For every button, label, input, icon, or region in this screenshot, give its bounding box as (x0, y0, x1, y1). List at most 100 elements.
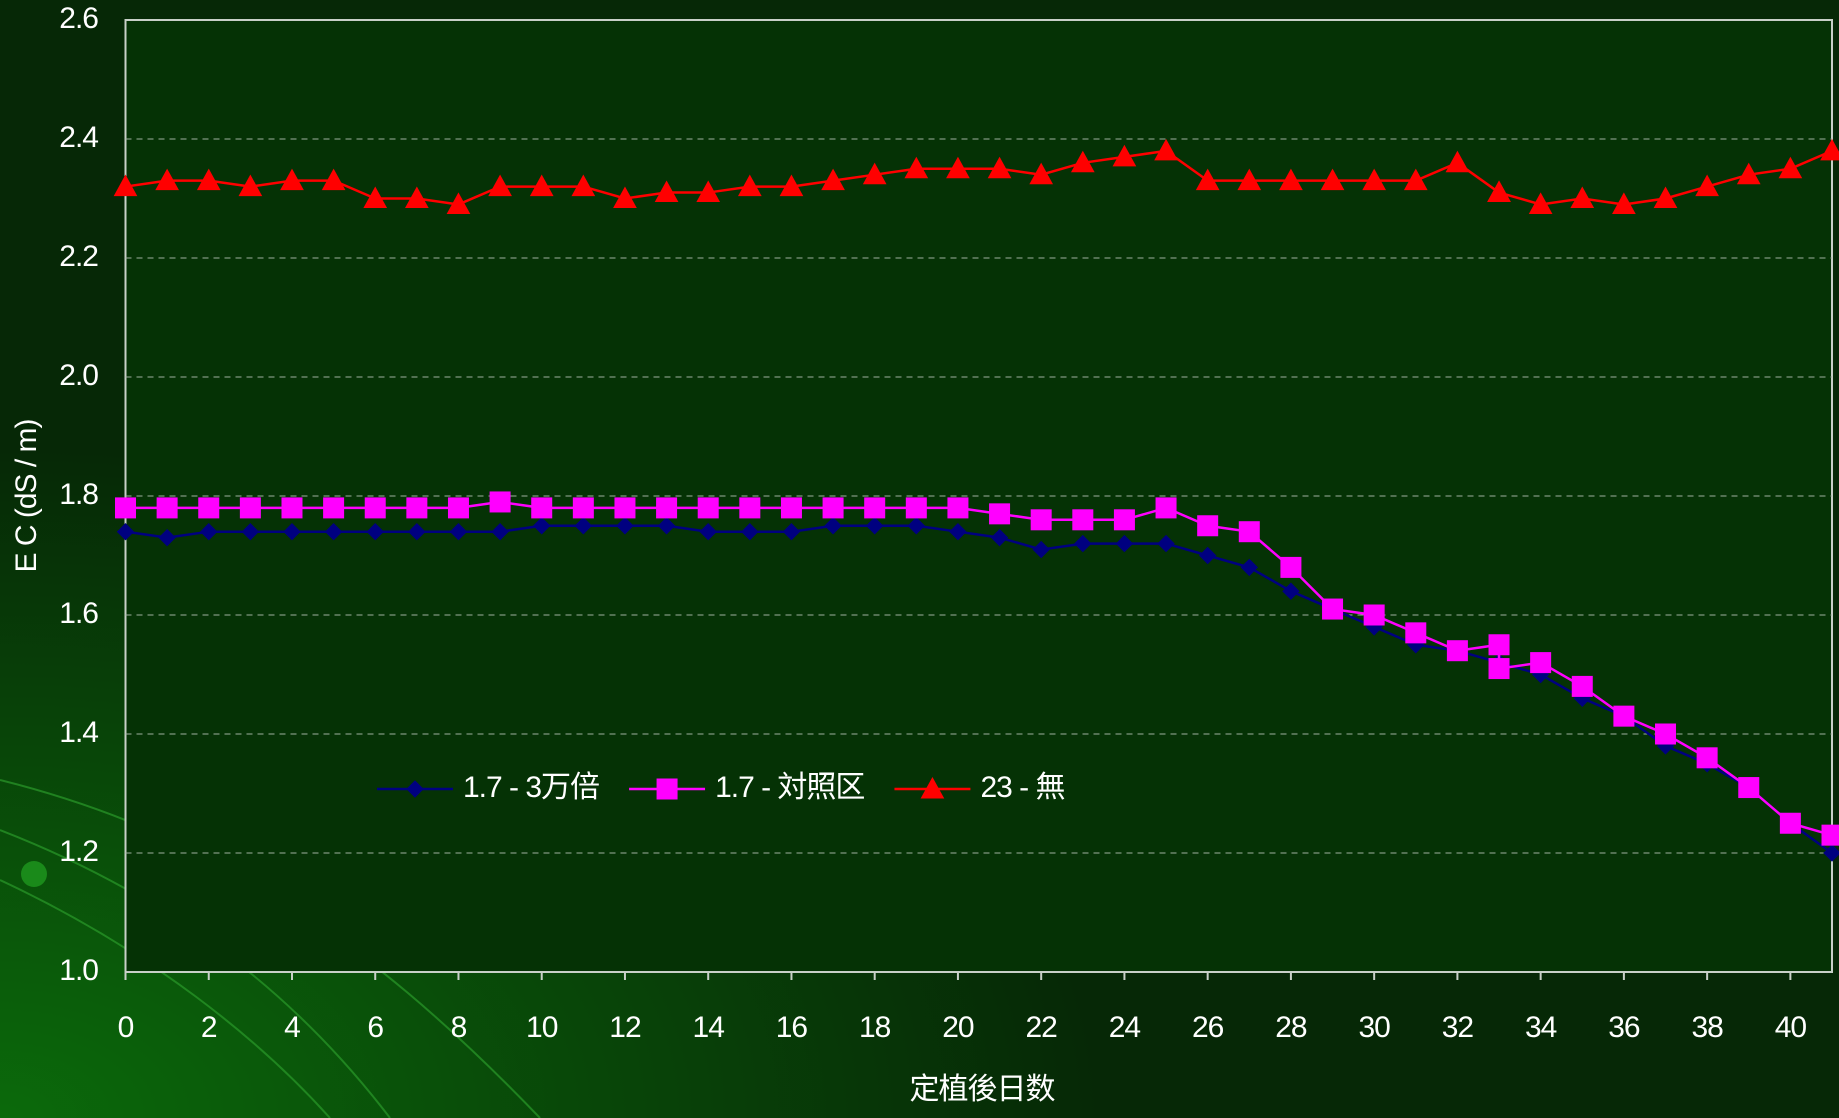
marker (1072, 509, 1094, 531)
x-tick-label: 18 (859, 1011, 891, 1044)
marker (1487, 180, 1511, 203)
marker (1696, 747, 1718, 769)
legend-marker (656, 778, 678, 800)
marker (364, 497, 386, 519)
marker (239, 497, 261, 519)
marker (491, 522, 509, 541)
marker (613, 186, 637, 208)
marker (488, 174, 512, 197)
legend-marker (406, 780, 424, 798)
marker (1823, 844, 1839, 862)
marker (1530, 652, 1552, 674)
marker (865, 517, 884, 535)
x-tick-label: 22 (1025, 1011, 1057, 1044)
marker (196, 168, 221, 191)
marker (1032, 540, 1050, 559)
marker (324, 522, 343, 541)
marker (1445, 150, 1470, 173)
marker (283, 522, 301, 541)
y-tick-label: 1.4 (59, 716, 98, 749)
y-tick-label: 1.8 (59, 478, 98, 511)
marker (363, 186, 388, 208)
x-tick-label: 36 (1608, 1011, 1640, 1044)
marker (533, 517, 551, 535)
marker (571, 174, 596, 197)
marker (280, 168, 304, 191)
marker (1362, 168, 1387, 191)
marker (947, 497, 969, 519)
marker (1570, 186, 1595, 208)
marker (1154, 138, 1178, 161)
marker (531, 497, 553, 519)
marker (113, 174, 138, 197)
marker (115, 497, 136, 519)
marker (1238, 521, 1260, 543)
marker (1613, 705, 1635, 727)
marker (1736, 162, 1761, 185)
marker (1030, 509, 1052, 531)
marker (1157, 534, 1175, 553)
marker (1070, 150, 1095, 173)
x-tick-label: 24 (1109, 1011, 1141, 1044)
marker (116, 522, 135, 541)
marker (1197, 515, 1219, 537)
marker (158, 528, 176, 547)
marker (241, 522, 260, 541)
x-tick-label: 40 (1775, 1011, 1807, 1044)
marker (1821, 824, 1839, 846)
marker (782, 522, 801, 541)
marker (529, 174, 554, 197)
marker (1820, 138, 1839, 161)
marker (1155, 497, 1177, 519)
x-tick-label: 12 (609, 1011, 641, 1044)
y-tick-label: 1.0 (59, 954, 98, 987)
marker (737, 174, 762, 197)
marker (1282, 582, 1300, 600)
marker (821, 168, 845, 191)
x-tick-label: 34 (1525, 1011, 1557, 1044)
marker (408, 522, 426, 541)
y-tick-label: 2.4 (59, 121, 98, 154)
marker (281, 497, 303, 519)
marker (949, 522, 967, 541)
marker (779, 174, 804, 197)
marker (907, 517, 926, 535)
legend-label: 23 - 無 (980, 771, 1064, 804)
x-tick-label: 32 (1442, 1011, 1474, 1044)
x-tick-label: 30 (1358, 1011, 1390, 1044)
marker (1488, 658, 1510, 680)
series-line (125, 149, 1833, 206)
marker (905, 497, 927, 519)
x-tick-label: 16 (776, 1011, 808, 1044)
marker (1320, 168, 1345, 191)
marker (200, 522, 218, 541)
marker (739, 497, 761, 519)
marker (1403, 168, 1428, 191)
marker (1029, 162, 1054, 185)
marker (1280, 556, 1302, 578)
marker (1113, 509, 1135, 531)
marker (656, 497, 678, 519)
x-tick-label: 10 (526, 1011, 558, 1044)
y-tick-label: 2.0 (59, 359, 98, 392)
marker (904, 156, 929, 179)
x-tick-label: 20 (942, 1011, 974, 1044)
marker (489, 491, 511, 513)
marker (449, 522, 468, 541)
marker (614, 497, 636, 519)
marker (406, 497, 428, 519)
marker (572, 497, 594, 519)
y-tick-label: 2.6 (59, 2, 98, 35)
marker (238, 174, 263, 197)
marker (741, 522, 759, 541)
marker (1115, 534, 1134, 553)
marker (987, 156, 1012, 179)
x-tick-label: 8 (451, 1011, 467, 1044)
marker (405, 186, 429, 208)
marker (616, 517, 634, 535)
marker (1237, 168, 1262, 191)
legend-label: 1.7 - 対照区 (715, 771, 864, 804)
marker (946, 156, 970, 179)
y-axis-title: E C (dS / m) (10, 419, 43, 572)
